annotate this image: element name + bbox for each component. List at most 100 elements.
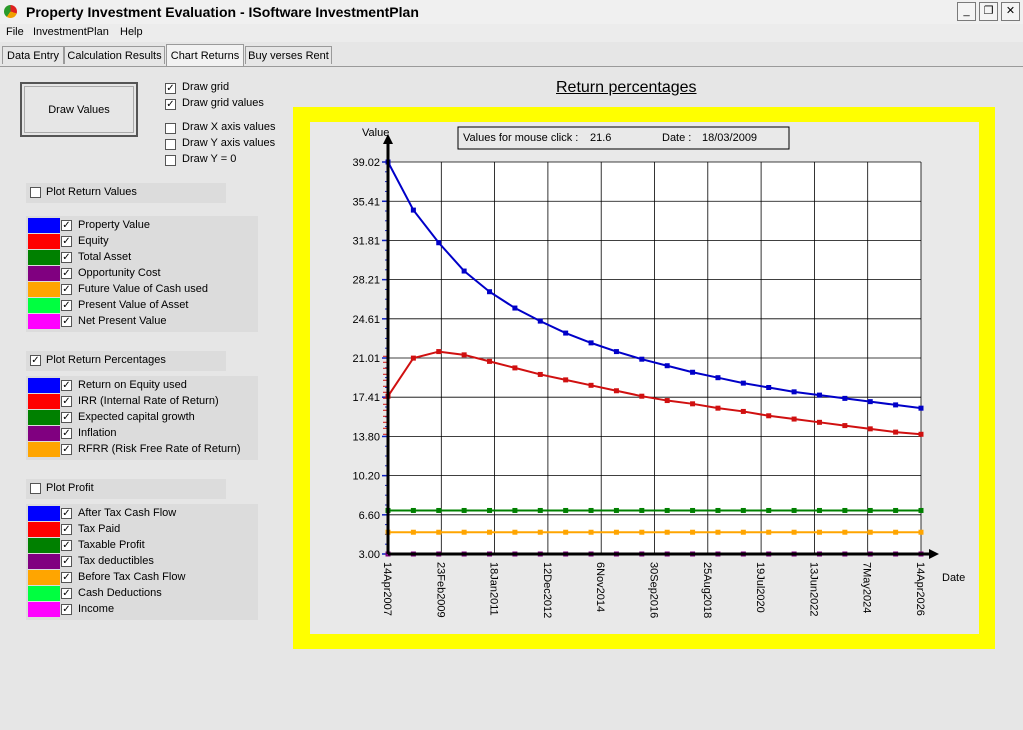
window-title: Property Investment Evaluation - ISoftwa…: [26, 4, 419, 20]
series-line: [387, 161, 922, 410]
color-swatch: [28, 554, 60, 569]
restore-button[interactable]: ❐: [979, 2, 998, 21]
checkbox-profit[interactable]: [30, 483, 41, 494]
series-checkbox[interactable]: ✓: [61, 588, 72, 599]
checkbox-draw-x-axis-values[interactable]: [165, 123, 176, 134]
series-checkbox[interactable]: ✓: [61, 556, 72, 567]
series-checkbox[interactable]: ✓: [61, 540, 72, 551]
menu-help[interactable]: Help: [120, 26, 143, 38]
series-checkbox[interactable]: ✓: [61, 220, 72, 231]
color-swatch: [28, 218, 60, 233]
data-point: [740, 380, 746, 386]
y-tick-label: 13.80: [352, 431, 380, 443]
data-point: [512, 365, 518, 371]
data-point: [664, 507, 670, 513]
draw-values-button[interactable]: Draw Values: [20, 82, 138, 137]
data-point: [512, 529, 518, 535]
data-point: [918, 507, 924, 513]
chart-svg[interactable]: 3.00 6.60 10.20 13.80 17.41 21.01 24.61 28.21 31…: [310, 122, 979, 634]
data-point: [766, 413, 772, 419]
menu-investmentplan[interactable]: InvestmentPlan: [33, 26, 109, 38]
data-point: [613, 349, 619, 355]
data-point: [740, 408, 746, 414]
data-point: [918, 405, 924, 411]
series-label: Expected capital growth: [78, 411, 195, 423]
series-checkbox[interactable]: ✓: [61, 444, 72, 455]
group-header-bg: [26, 479, 226, 499]
data-point: [791, 529, 797, 535]
tab-calculation-results[interactable]: Calculation Results: [64, 46, 165, 64]
data-point: [867, 507, 873, 513]
tab-bar: Data Entry Calculation Results Chart Ret…: [0, 44, 1023, 67]
series-checkbox[interactable]: ✓: [61, 412, 72, 423]
series-label: Tax Paid: [78, 523, 121, 535]
menu-file[interactable]: File: [6, 26, 24, 38]
data-point: [613, 507, 619, 513]
chart-area[interactable]: 3.00 6.60 10.20 13.80 17.41 21.01 24.61 28.21 31…: [310, 122, 979, 634]
data-point: [436, 507, 442, 513]
group-label: Plot Return Percentages: [46, 354, 166, 366]
data-point: [816, 419, 822, 425]
checkbox-draw-y-0[interactable]: [165, 155, 176, 166]
series-checkbox[interactable]: ✓: [61, 252, 72, 263]
tab-buy-verses-rent[interactable]: Buy verses Rent: [245, 46, 332, 64]
series-checkbox[interactable]: ✓: [61, 572, 72, 583]
series-checkbox[interactable]: ✓: [61, 236, 72, 247]
series-checkbox[interactable]: ✓: [61, 508, 72, 519]
data-point: [766, 507, 772, 513]
series-checkbox[interactable]: ✓: [61, 604, 72, 615]
data-point: [410, 355, 416, 361]
checkbox-draw-y-axis-values[interactable]: [165, 139, 176, 150]
minimize-button[interactable]: _: [957, 2, 976, 21]
close-button[interactable]: ✕: [1001, 2, 1020, 21]
series-label: Tax deductibles: [78, 555, 154, 567]
data-point: [588, 507, 594, 513]
tab-chart-returns[interactable]: Chart Returns: [166, 44, 244, 66]
tab-data-entry[interactable]: Data Entry: [2, 46, 64, 64]
checkbox-return-values[interactable]: [30, 187, 41, 198]
y-tick-label: 17.41: [352, 392, 380, 404]
data-point: [487, 529, 493, 535]
x-tick-label: 13Jun2022: [807, 562, 819, 616]
series-checkbox[interactable]: ✓: [61, 300, 72, 311]
data-point: [410, 529, 416, 535]
y-axis-arrow: [383, 134, 393, 144]
group-label: Plot Profit: [46, 482, 94, 494]
series-label: Opportunity Cost: [78, 267, 161, 279]
data-point: [715, 375, 721, 381]
series-checkbox[interactable]: ✓: [61, 428, 72, 439]
data-point: [512, 507, 518, 513]
color-swatch: [28, 314, 60, 329]
series-label: Present Value of Asset: [78, 299, 189, 311]
checkbox-draw-grid-values[interactable]: ✓: [165, 99, 176, 110]
data-point: [816, 392, 822, 398]
data-point: [893, 402, 899, 408]
data-point: [867, 426, 873, 432]
color-swatch: [28, 234, 60, 249]
color-swatch: [28, 522, 60, 537]
checkbox-return-percentages[interactable]: ✓: [30, 355, 41, 366]
y-tick-label: 24.61: [352, 314, 380, 326]
title-bar: Property Investment Evaluation - ISoftwa…: [0, 0, 1023, 25]
checkbox-draw-grid[interactable]: ✓: [165, 83, 176, 94]
series-checkbox[interactable]: ✓: [61, 524, 72, 535]
mouse-click-value: 21.6: [590, 132, 611, 144]
data-point: [715, 507, 721, 513]
series-checkbox[interactable]: ✓: [61, 396, 72, 407]
series-checkbox[interactable]: ✓: [61, 316, 72, 327]
series-label: Net Present Value: [78, 315, 167, 327]
data-point: [537, 529, 543, 535]
series-label: IRR (Internal Rate of Return): [78, 395, 219, 407]
series-line: [387, 350, 922, 436]
color-swatch: [28, 602, 60, 617]
y-tick-label: 35.41: [352, 196, 380, 208]
data-point: [461, 507, 467, 513]
series-checkbox[interactable]: ✓: [61, 380, 72, 391]
chart-title: Return percentages: [556, 79, 697, 96]
data-point: [918, 529, 924, 535]
series-checkbox[interactable]: ✓: [61, 268, 72, 279]
color-swatch: [28, 266, 60, 281]
series-checkbox[interactable]: ✓: [61, 284, 72, 295]
color-swatch: [28, 410, 60, 425]
y-tick-label: 21.01: [352, 353, 380, 365]
